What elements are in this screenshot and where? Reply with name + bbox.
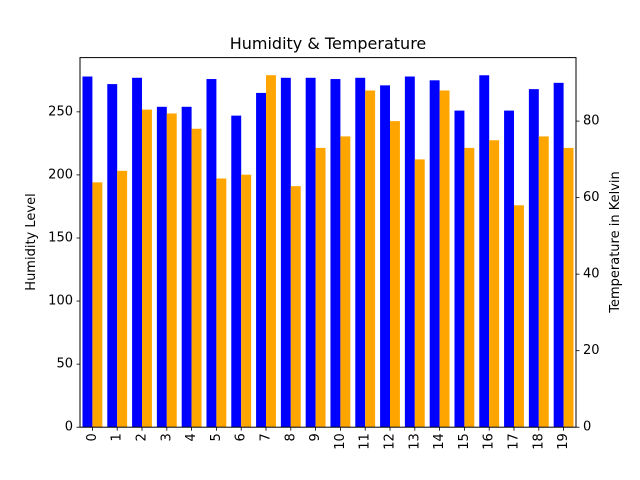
x-tick-label: 18: [531, 433, 546, 450]
x-tick-label: 10: [333, 433, 348, 450]
right-y-tick-label: 80: [583, 114, 600, 129]
x-tick-label: 3: [159, 433, 174, 441]
humidity-bar-18: [528, 89, 539, 428]
humidity-bar-14: [429, 80, 440, 428]
right-y-tick-label: 40: [583, 267, 600, 282]
humidity-bar-10: [330, 79, 341, 428]
humidity-bar-12: [380, 85, 390, 428]
left-y-tick-label: 200: [48, 167, 73, 182]
x-tick-label: 11: [358, 433, 373, 450]
x-tick-label: 15: [457, 433, 472, 450]
left-y-tick-label: 50: [56, 357, 73, 372]
x-tick-label: 2: [135, 433, 150, 441]
humidity-bar-0: [82, 76, 93, 428]
temperature-bar-16: [489, 140, 500, 428]
x-tick-label: 16: [482, 433, 497, 450]
humidity-bar-19: [553, 82, 564, 428]
x-axis-ticks: 0 1 2 3 4 5 6 7 8 9 10 11 12 13 14 15 16 17 18 19: [85, 427, 571, 450]
left-y-axis-ticks: 0 50 100 150 200 250: [48, 104, 80, 435]
left-y-axis-label: Humidity Level: [24, 193, 39, 290]
x-tick-label: 7: [259, 433, 274, 441]
humidity-bar-4: [181, 106, 192, 428]
x-tick-label: 5: [209, 433, 224, 441]
humidity-bar-7: [256, 92, 266, 428]
humidity-bar-1: [107, 84, 118, 428]
temperature-bar-15: [464, 147, 475, 428]
humidity-bars: [82, 75, 564, 428]
temperature-bar-4: [191, 128, 202, 428]
x-tick-label: 0: [85, 433, 100, 441]
humidity-bar-8: [280, 77, 291, 428]
humidity-bar-3: [156, 106, 167, 428]
humidity-bar-11: [355, 77, 366, 428]
temperature-bar-17: [514, 205, 524, 428]
temperature-bar-1: [117, 170, 128, 428]
humidity-bar-2: [132, 77, 142, 428]
humidity-bar-15: [454, 110, 465, 428]
x-tick-label: 1: [110, 433, 125, 441]
temperature-bar-19: [563, 147, 574, 428]
humidity-bar-6: [231, 115, 242, 428]
chart-title: Humidity & Temperature: [230, 34, 427, 53]
x-tick-label: 12: [383, 433, 398, 450]
temperature-bar-7: [266, 75, 276, 428]
plot-frame: [79, 57, 577, 428]
temperature-bars: [92, 75, 574, 428]
humidity-bar-5: [206, 79, 217, 428]
left-y-tick-label: 100: [48, 294, 73, 309]
x-tick-label: 6: [234, 433, 249, 441]
humidity-bar-16: [479, 75, 490, 428]
temperature-bar-3: [166, 113, 177, 428]
humidity-bar-17: [504, 110, 514, 428]
temperature-bar-5: [216, 178, 227, 428]
right-y-axis-ticks: 0 20 40 60 80: [576, 114, 600, 435]
x-tick-label: 13: [407, 433, 422, 450]
x-tick-label: 17: [507, 433, 522, 450]
x-tick-label: 9: [308, 433, 323, 441]
temperature-bar-8: [290, 186, 301, 428]
temperature-bar-13: [414, 159, 425, 428]
right-y-tick-label: 20: [583, 343, 600, 358]
humidity-bar-13: [404, 76, 415, 428]
right-y-tick-label: 60: [583, 190, 600, 205]
left-y-tick-label: 0: [65, 420, 73, 435]
temperature-bar-14: [439, 90, 450, 428]
temperature-bar-18: [538, 136, 549, 428]
temperature-bar-10: [340, 136, 351, 428]
humidity-bar-9: [305, 77, 316, 428]
left-y-tick-label: 250: [48, 104, 73, 119]
temperature-bar-11: [365, 90, 376, 428]
x-tick-label: 19: [556, 433, 571, 450]
x-tick-label: 14: [432, 433, 447, 450]
temperature-bar-12: [390, 121, 400, 428]
temperature-bar-6: [241, 174, 252, 428]
x-tick-label: 8: [283, 433, 298, 441]
temperature-bar-9: [315, 147, 326, 428]
left-y-tick-label: 150: [48, 230, 73, 245]
x-tick-label: 4: [184, 433, 199, 441]
right-y-axis-label: Temperature in Kelvin: [608, 171, 623, 314]
temperature-bar-0: [92, 182, 103, 428]
right-y-tick-label: 0: [583, 420, 591, 435]
temperature-bar-2: [142, 109, 152, 428]
